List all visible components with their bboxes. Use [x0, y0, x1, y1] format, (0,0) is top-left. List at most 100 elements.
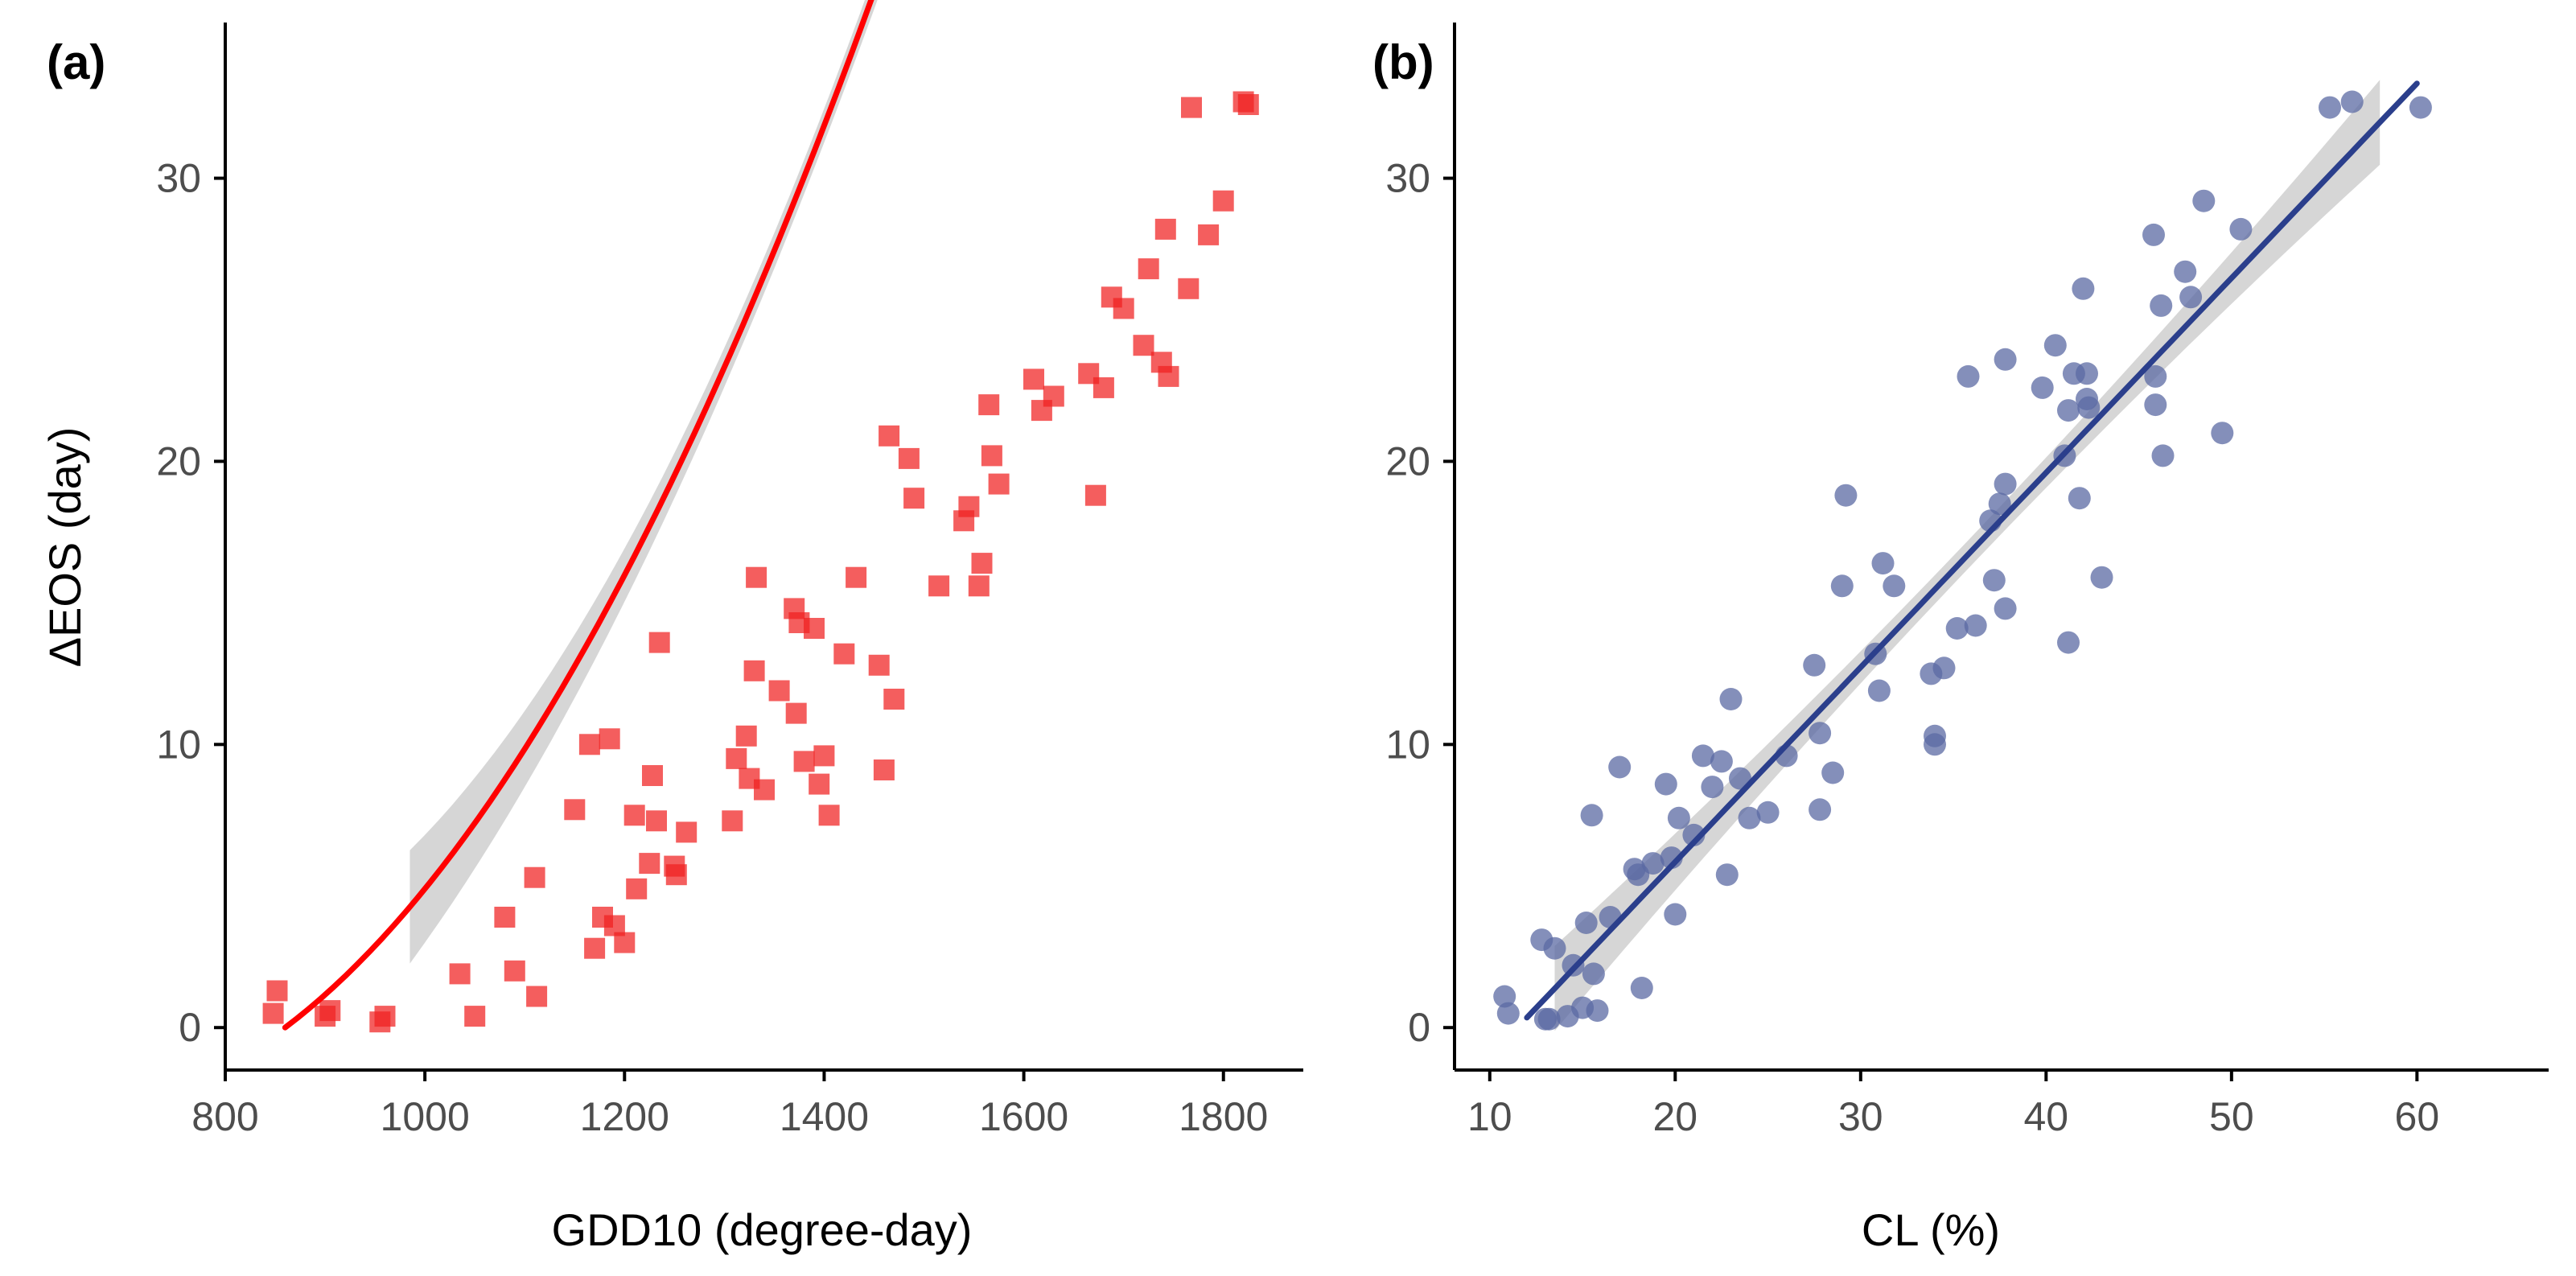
panel-a-point-40 — [804, 618, 825, 639]
panel-a-point-20 — [626, 878, 648, 899]
panel-b-point-75 — [2192, 189, 2216, 212]
panel-b-point-28 — [1719, 688, 1743, 710]
panel-b-x-tick-label-20: 20 — [1652, 1094, 1697, 1139]
panel-b-point-34 — [1809, 798, 1832, 821]
panel-a-point-24 — [648, 632, 670, 653]
panel-b-point-10 — [1580, 804, 1603, 827]
panel-b-point-69 — [2144, 364, 2167, 388]
panel-b-point-51 — [1982, 569, 2006, 592]
panel-b-y-tick-label-10: 10 — [1385, 722, 1430, 767]
panel-b-point-26 — [1710, 750, 1733, 773]
panel-a-fit-layer — [282, 0, 874, 1031]
panel-b-point-41 — [1871, 552, 1895, 575]
panel-a-point-71 — [1154, 218, 1176, 240]
panel-a-point-54 — [958, 496, 980, 517]
panel-a-point-55 — [968, 575, 990, 597]
panel-a-point-56 — [971, 553, 993, 574]
panel-a-point-33 — [746, 566, 767, 588]
panel-b-point-12 — [1586, 999, 1609, 1023]
panel-b-x-tick-label-50: 50 — [2209, 1094, 2254, 1139]
panel-a-point-21 — [639, 853, 660, 875]
panel-b-point-73 — [2174, 260, 2197, 283]
panel-b-point-56 — [2031, 376, 2054, 399]
panel-a-point-60 — [1023, 368, 1044, 390]
panel-a-point-57 — [978, 394, 1000, 416]
panel-b-point-18 — [1641, 852, 1665, 875]
panel-b-point-9 — [1574, 912, 1598, 934]
panel-a-point-32 — [743, 660, 765, 681]
panel-b-point-64 — [2076, 362, 2098, 385]
panel-b-point-1 — [1496, 1002, 1520, 1025]
panel-a-point-58 — [981, 445, 1002, 467]
panel-b-point-57 — [2043, 334, 2067, 357]
panel-b-point-59 — [2057, 631, 2080, 654]
panel-a-point-12 — [564, 799, 586, 821]
panel-a-x-tick-label-1000: 1000 — [381, 1094, 470, 1139]
panel-a-point-51 — [903, 488, 925, 509]
panel-b-point-40 — [1867, 679, 1891, 702]
panel-a-axes-layer: 800 1000 1200 1400 1600 1800 0 10 20 30 — [156, 23, 1303, 1139]
panel-b-point-47 — [1945, 617, 1969, 640]
panel-b-x-tick-label-10: 10 — [1467, 1094, 1512, 1139]
panel-a-y-tick-label-30: 30 — [156, 156, 201, 201]
panel-a-point-69 — [1138, 258, 1159, 280]
panel-a-point-22 — [642, 765, 663, 786]
panel-b-x-tick-label-30: 30 — [1838, 1094, 1883, 1139]
panel-a-point-44 — [833, 643, 855, 665]
panel-a-x-tick-label-1200: 1200 — [580, 1094, 669, 1139]
panel-b-cl-vs-deos: 10 20 30 40 50 60 0 10 20 30 (b) CL (%) — [1372, 23, 2549, 1255]
panel-b-point-33 — [1803, 653, 1826, 677]
panel-a-point-0 — [262, 1002, 284, 1024]
panel-a-point-14 — [584, 937, 606, 959]
panel-b-points-layer — [1493, 90, 2432, 1031]
panel-a-point-50 — [898, 447, 920, 469]
panel-a-point-59 — [988, 473, 1010, 495]
panel-b-point-60 — [2057, 399, 2080, 422]
panel-a-point-45 — [846, 566, 867, 588]
panel-b-point-5 — [1543, 936, 1566, 960]
panel-b-point-38 — [1834, 484, 1858, 507]
panel-b-point-46 — [1932, 657, 1956, 680]
panel-b-point-17 — [1630, 977, 1653, 999]
panel-b-point-71 — [2150, 294, 2173, 317]
panel-b-point-35 — [1809, 722, 1832, 745]
panel-b-point-30 — [1738, 806, 1761, 829]
panel-a-point-26 — [665, 864, 687, 886]
panel-a-point-72 — [1158, 365, 1179, 387]
panel-a-point-10 — [524, 866, 545, 888]
panel-a-point-41 — [809, 773, 830, 795]
panel-a-label: (a) — [47, 35, 105, 89]
panel-b-point-79 — [2340, 90, 2364, 113]
panel-b-point-53 — [1994, 348, 2017, 371]
panel-b-axes-layer: 10 20 30 40 50 60 0 10 20 30 — [1385, 23, 2549, 1139]
panel-b-point-72 — [2151, 444, 2175, 467]
panel-a-point-6 — [449, 963, 471, 985]
panel-b-point-25 — [1701, 776, 1724, 799]
panel-a-point-42 — [813, 745, 835, 767]
panel-a-x-tick-label-1800: 1800 — [1179, 1094, 1268, 1139]
panel-a-point-67 — [1113, 298, 1134, 319]
panel-a-y-tick-label-20: 20 — [156, 438, 201, 484]
panel-b-point-66 — [2077, 396, 2101, 419]
panel-a-point-65 — [1093, 377, 1114, 398]
panel-b-point-14 — [1608, 755, 1632, 779]
panel-b-point-74 — [2179, 286, 2203, 309]
panel-b-x-tick-label-40: 40 — [2024, 1094, 2069, 1139]
panel-a-point-74 — [1181, 97, 1202, 118]
panel-a-point-5 — [374, 1006, 396, 1027]
panel-b-point-63 — [2072, 277, 2095, 300]
panel-b-label: (b) — [1372, 35, 1434, 89]
panel-a-point-46 — [868, 654, 890, 676]
panel-a-y-tick-label-10: 10 — [156, 722, 201, 767]
panel-b-point-55 — [1994, 597, 2017, 620]
panel-a-point-23 — [646, 810, 667, 832]
panel-b-point-11 — [1582, 962, 1605, 986]
panel-a-x-tick-label-1600: 1600 — [979, 1094, 1068, 1139]
panel-b-point-70 — [2144, 393, 2167, 417]
panel-b-point-62 — [2068, 487, 2091, 510]
panel-b-point-36 — [1821, 761, 1845, 784]
panel-b-y-tick-label-20: 20 — [1385, 438, 1430, 484]
panel-b-point-80 — [2409, 96, 2432, 119]
panel-b-y-tick-label-30: 30 — [1385, 156, 1430, 201]
